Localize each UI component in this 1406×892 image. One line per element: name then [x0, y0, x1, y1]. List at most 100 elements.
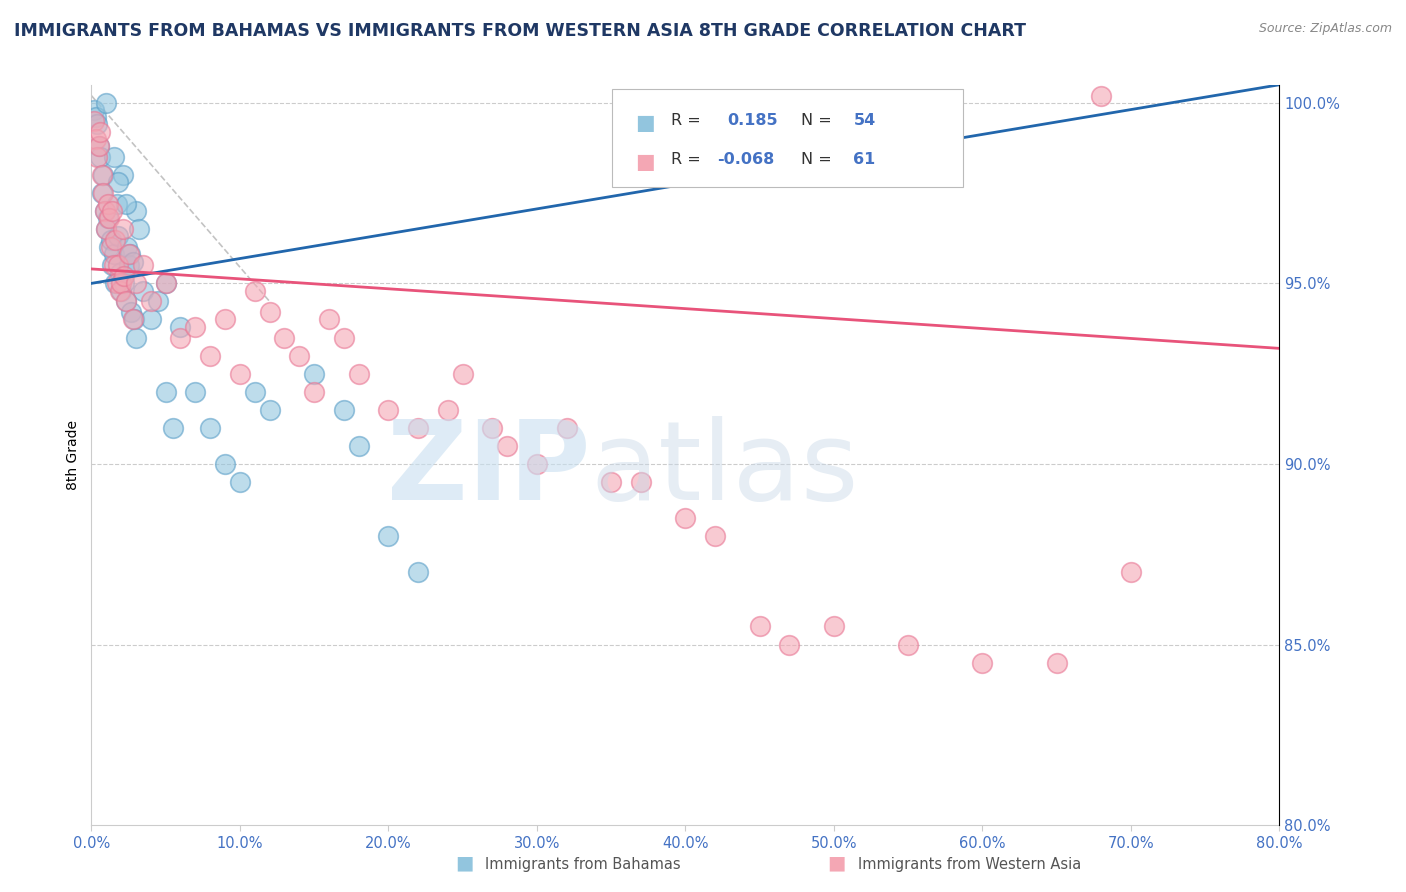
- Point: [1119, 566, 1142, 580]
- Point: [91, 186, 114, 200]
- Text: ■: ■: [454, 854, 474, 872]
- Point: [125, 330, 148, 344]
- Point: [105, 197, 128, 211]
- Point: [630, 475, 652, 489]
- Text: ZIP: ZIP: [387, 417, 591, 524]
- Point: [139, 294, 162, 309]
- Point: [114, 294, 136, 309]
- Point: [748, 619, 770, 633]
- Point: [200, 349, 222, 363]
- Point: [259, 402, 281, 417]
- Point: [972, 656, 994, 670]
- Point: [132, 284, 155, 298]
- Text: Immigrants from Bahamas: Immigrants from Bahamas: [485, 857, 681, 872]
- Text: Source: ZipAtlas.com: Source: ZipAtlas.com: [1258, 22, 1392, 36]
- Point: [118, 247, 141, 261]
- Point: [347, 439, 370, 453]
- Point: [184, 319, 207, 334]
- Point: [169, 319, 191, 334]
- Point: [155, 384, 177, 399]
- Point: [229, 475, 252, 489]
- Point: [103, 247, 125, 261]
- Point: [100, 233, 122, 247]
- Point: [117, 258, 139, 272]
- Point: [704, 529, 727, 543]
- Point: [114, 197, 136, 211]
- Text: Immigrants from Western Asia: Immigrants from Western Asia: [858, 857, 1081, 872]
- Point: [214, 457, 236, 471]
- Point: [333, 402, 356, 417]
- Point: [169, 330, 191, 344]
- Point: [110, 284, 132, 298]
- Text: ■: ■: [827, 854, 846, 872]
- Point: [111, 222, 134, 236]
- Point: [103, 150, 125, 164]
- Point: [259, 305, 281, 319]
- Point: [108, 266, 131, 280]
- Point: [481, 421, 503, 435]
- Point: [128, 222, 150, 236]
- Point: [897, 638, 920, 652]
- Point: [436, 402, 458, 417]
- Point: [823, 619, 845, 633]
- Point: [155, 277, 177, 291]
- Point: [406, 421, 429, 435]
- Text: ■: ■: [636, 152, 655, 171]
- Point: [673, 511, 696, 525]
- Point: [122, 312, 145, 326]
- Point: [94, 204, 117, 219]
- Point: [84, 110, 107, 124]
- Text: N =: N =: [801, 113, 832, 128]
- Point: [288, 349, 311, 363]
- Point: [600, 475, 623, 489]
- Point: [117, 247, 139, 261]
- Point: [86, 118, 108, 132]
- Text: R =: R =: [671, 113, 700, 128]
- Point: [377, 529, 399, 543]
- Point: [84, 132, 107, 146]
- Point: [90, 186, 112, 200]
- Point: [107, 175, 129, 189]
- Point: [104, 277, 127, 291]
- Point: [1046, 656, 1069, 670]
- Point: [114, 294, 136, 309]
- Point: [89, 125, 111, 139]
- Point: [97, 197, 120, 211]
- Point: [94, 204, 117, 219]
- Point: [101, 204, 124, 219]
- Point: [97, 211, 120, 226]
- Point: [302, 384, 325, 399]
- Point: [83, 103, 105, 117]
- Point: [155, 277, 177, 291]
- Text: 61: 61: [853, 152, 876, 167]
- Point: [377, 402, 399, 417]
- Point: [110, 277, 132, 291]
- Point: [96, 222, 118, 236]
- Y-axis label: 8th Grade: 8th Grade: [66, 420, 80, 490]
- Point: [124, 312, 146, 326]
- Point: [778, 638, 800, 652]
- Point: [90, 168, 112, 182]
- Point: [1090, 88, 1112, 103]
- Point: [302, 367, 325, 381]
- Point: [333, 330, 356, 344]
- Point: [108, 284, 131, 298]
- Point: [273, 330, 295, 344]
- Point: [96, 222, 118, 236]
- Point: [406, 566, 429, 580]
- Point: [148, 294, 170, 309]
- Point: [132, 258, 155, 272]
- Text: ■: ■: [636, 113, 655, 133]
- Point: [122, 254, 145, 268]
- Point: [112, 269, 135, 284]
- Point: [105, 277, 128, 291]
- Point: [121, 305, 143, 319]
- Point: [243, 384, 266, 399]
- Point: [98, 211, 121, 226]
- Point: [89, 150, 111, 164]
- Text: 0.185: 0.185: [727, 113, 778, 128]
- Point: [107, 258, 129, 272]
- Point: [243, 284, 266, 298]
- Point: [98, 240, 121, 254]
- Point: [496, 439, 519, 453]
